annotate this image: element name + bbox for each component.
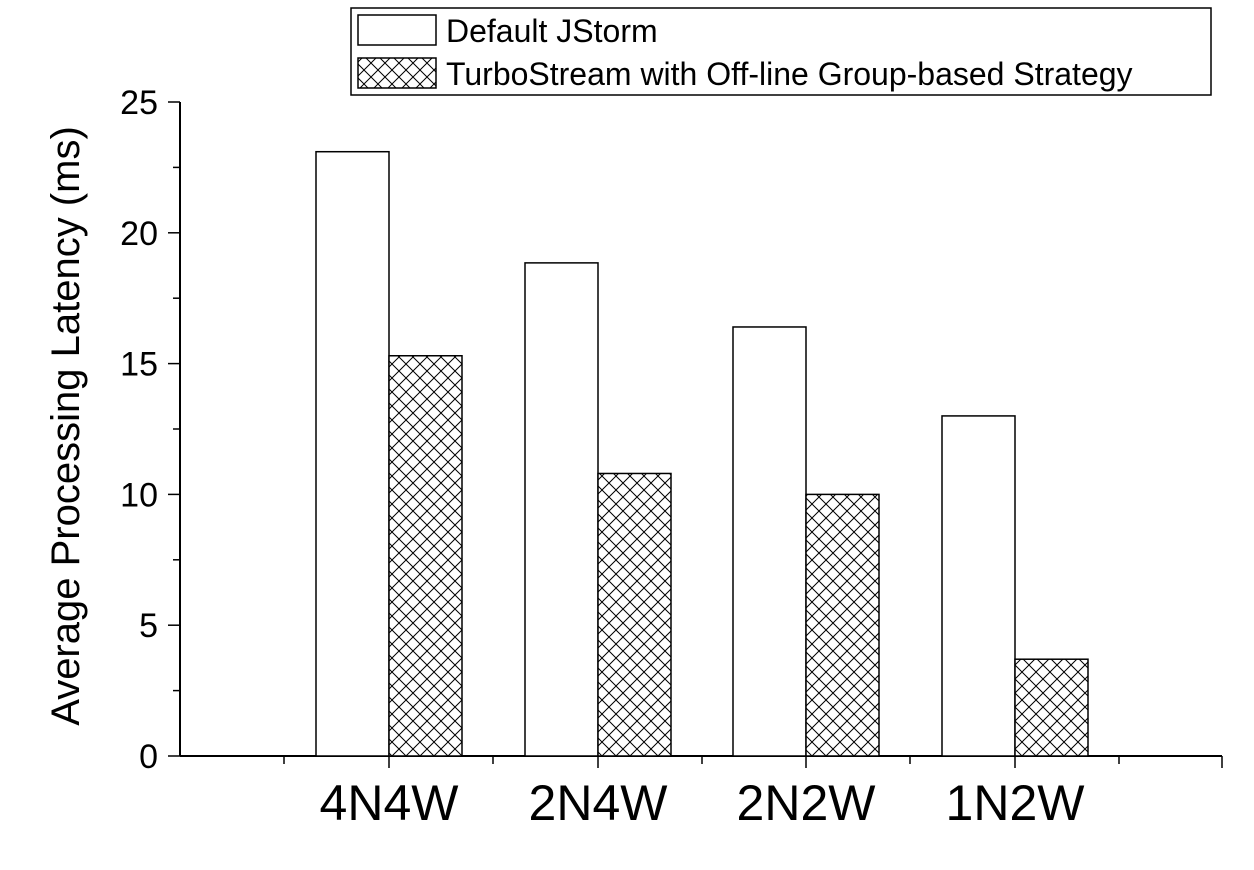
legend: Default JStorm TurboStream with Off-line… <box>350 7 1212 96</box>
bars <box>315 150 1089 757</box>
bar-turbostream-1n2w <box>1014 658 1089 757</box>
y-tick-label: 15 <box>120 346 158 384</box>
bar-default-jstorm-2n4w <box>524 262 599 757</box>
y-tick-label: 20 <box>120 215 158 253</box>
x-tick-label: 1N2W <box>946 775 1086 831</box>
legend-label-default-jstorm: Default JStorm <box>446 13 658 49</box>
bar-turbostream-2n4w <box>597 472 672 757</box>
bar-default-jstorm-1n2w <box>941 415 1016 757</box>
x-tick-label: 2N4W <box>529 775 669 831</box>
x-tick-label: 4N4W <box>320 775 460 831</box>
bar-default-jstorm-2n2w <box>732 326 807 757</box>
x-tick-label: 2N2W <box>737 775 877 831</box>
y-tick-label: 25 <box>120 84 158 122</box>
legend-label-turbostream: TurboStream with Off-line Group-based St… <box>446 56 1133 92</box>
bar-turbostream-2n2w <box>805 493 880 757</box>
y-tick-label: 0 <box>139 738 158 776</box>
bar-default-jstorm-4n4w <box>315 150 390 757</box>
y-tick-label: 10 <box>120 476 158 514</box>
bar-turbostream-4n4w <box>388 355 463 757</box>
legend-box <box>350 7 1212 96</box>
y-axis-label: Average Processing Latency (ms) <box>44 126 88 726</box>
legend-swatch-turbostream <box>357 57 437 89</box>
y-tick-labels: 0 5 10 15 20 25 <box>120 84 158 776</box>
legend-swatch-default-jstorm <box>357 14 437 46</box>
x-tick-labels: 4N4W 2N4W 2N2W 1N2W <box>320 775 1086 831</box>
y-tick-label: 5 <box>139 607 158 645</box>
